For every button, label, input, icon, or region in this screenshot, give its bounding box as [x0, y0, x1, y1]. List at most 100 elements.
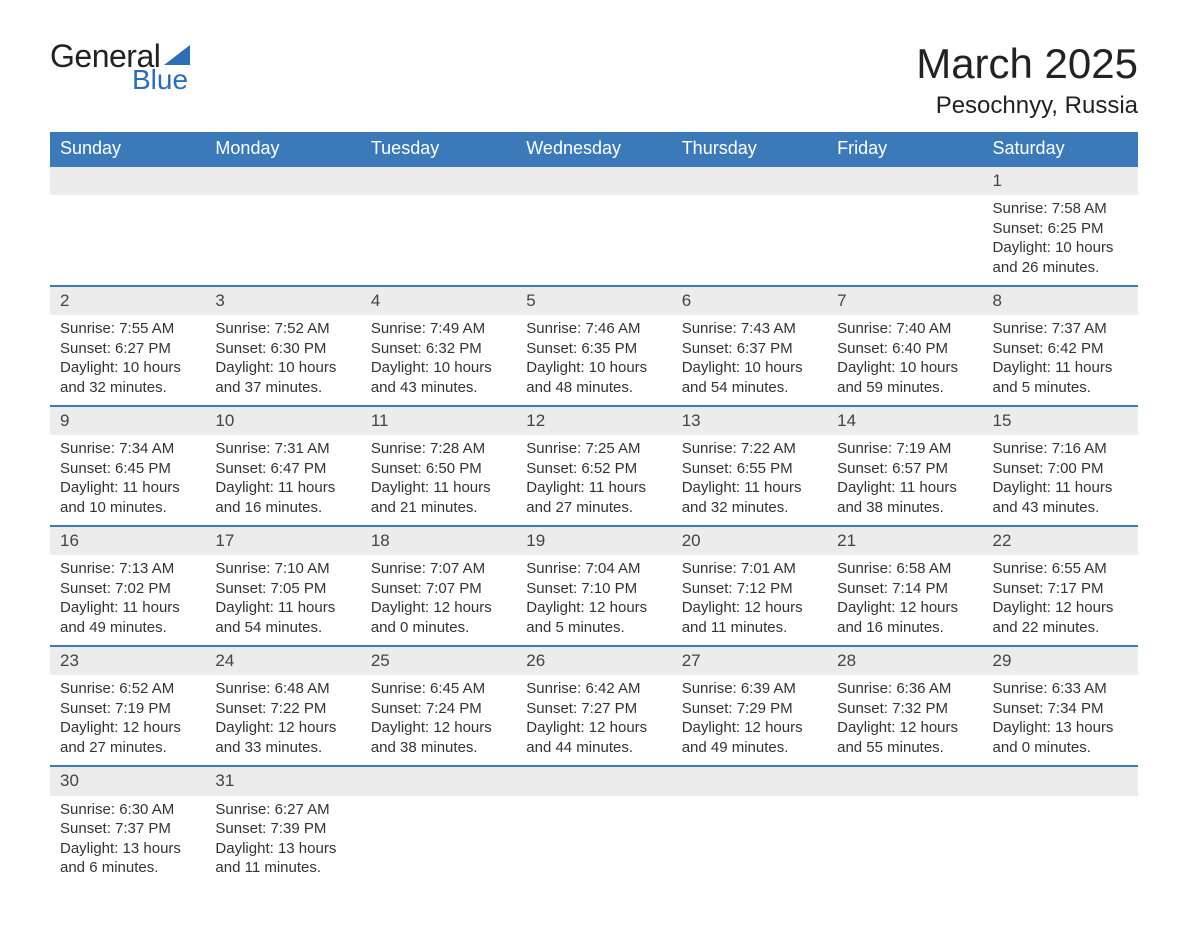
sunrise-value: 7:40 AM [896, 320, 951, 337]
sunset-value: 7:19 PM [115, 700, 171, 717]
day-detail-cell: Sunrise: 6:33 AMSunset: 7:34 PMDaylight:… [983, 675, 1138, 766]
day-number-cell: 29 [983, 646, 1138, 675]
sunrise-line: Sunrise: 7:07 AM [371, 559, 506, 579]
detail-row: Sunrise: 7:55 AMSunset: 6:27 PMDaylight:… [50, 315, 1138, 406]
sunset-label: Sunset: [837, 580, 888, 597]
daylight-label: Daylight: [371, 359, 429, 376]
daylight-line: Daylight: 12 hours and 11 minutes. [682, 598, 817, 637]
daylight-label: Daylight: [682, 479, 740, 496]
daynum-row: 3031 [50, 766, 1138, 795]
day-number-cell: 10 [205, 406, 360, 435]
sunset-line: Sunset: 6:40 PM [837, 339, 972, 359]
day-detail-cell [827, 195, 982, 286]
sunset-label: Sunset: [837, 460, 888, 477]
sunset-line: Sunset: 7:32 PM [837, 699, 972, 719]
sunset-label: Sunset: [682, 340, 733, 357]
daylight-label: Daylight: [993, 479, 1051, 496]
sunset-value: 7:02 PM [115, 580, 171, 597]
sunrise-label: Sunrise: [993, 560, 1048, 577]
brand-word2: Blue [132, 66, 190, 94]
daylight-label: Daylight: [682, 599, 740, 616]
day-detail-cell: Sunrise: 7:16 AMSunset: 7:00 PMDaylight:… [983, 435, 1138, 526]
sunrise-line: Sunrise: 6:58 AM [837, 559, 972, 579]
sunrise-value: 6:27 AM [275, 801, 330, 818]
sunset-label: Sunset: [526, 580, 577, 597]
sunrise-label: Sunrise: [526, 440, 581, 457]
daylight-label: Daylight: [837, 599, 895, 616]
sunrise-value: 7:10 AM [275, 560, 330, 577]
day-detail-cell: Sunrise: 6:48 AMSunset: 7:22 PMDaylight:… [205, 675, 360, 766]
sunrise-label: Sunrise: [993, 680, 1048, 697]
sunset-line: Sunset: 6:47 PM [215, 459, 350, 479]
sunrise-label: Sunrise: [371, 560, 426, 577]
detail-row: Sunrise: 6:52 AM Sunset: 7:19 PM Daylight:… [50, 675, 1138, 766]
day-number-cell: 1 [983, 166, 1138, 195]
day-number-cell: 15 [983, 406, 1138, 435]
sunrise-value: 7:55 AM [119, 320, 174, 337]
sunset-label: Sunset: [993, 700, 1044, 717]
sunset-value: 6:45 PM [115, 460, 171, 477]
sunrise-line: Sunrise: 7:10 AM [215, 559, 350, 579]
day-number-cell [361, 166, 516, 195]
sunset-line: Sunset: 7:29 PM [682, 699, 817, 719]
sunset-value: 6:30 PM [270, 340, 326, 357]
sunset-label: Sunset: [371, 340, 422, 357]
sunset-line: Sunset: 6:35 PM [526, 339, 661, 359]
sunset-value: 6:37 PM [737, 340, 793, 357]
sunset-value: 7:10 PM [581, 580, 637, 597]
sunset-line: Sunset: 6:32 PM [371, 339, 506, 359]
daylight-label: Daylight: [60, 840, 118, 857]
sunrise-value: 7:04 AM [585, 560, 640, 577]
day-number-cell: 23 [50, 646, 205, 675]
day-detail-cell: Sunrise: 6:30 AMSunset: 7:37 PMDaylight:… [50, 796, 205, 886]
sunset-line: Sunset: 6:42 PM [993, 339, 1128, 359]
day-number-cell: 17 [205, 526, 360, 555]
day-detail-cell [672, 195, 827, 286]
sunrise-line: Sunrise: 7:28 AM [371, 439, 506, 459]
daynum-row: 1 [50, 166, 1138, 195]
sunrise-line: Sunrise: 6:45 AM [371, 679, 506, 699]
sunset-line: Sunset: 7:00 PM [993, 459, 1128, 479]
sunrise-label: Sunrise: [371, 440, 426, 457]
sunrise-label: Sunrise: [837, 560, 892, 577]
sunrise-label: Sunrise: [60, 680, 115, 697]
sunrise-value: 7:16 AM [1052, 440, 1107, 457]
sunset-value: 6:25 PM [1048, 220, 1104, 237]
daylight-line: Daylight: 11 hours and 49 minutes. [60, 598, 195, 637]
sunrise-value: 7:52 AM [275, 320, 330, 337]
detail-row: Sunrise: 6:30 AMSunset: 7:37 PMDaylight:… [50, 796, 1138, 886]
daylight-line: Daylight: 11 hours and 10 minutes. [60, 478, 195, 517]
day-number-cell [50, 166, 205, 195]
day-number-cell: 7 [827, 286, 982, 315]
sunrise-line: Sunrise: 6:39 AM [682, 679, 817, 699]
day-detail-cell: Sunrise: 7:55 AMSunset: 6:27 PMDaylight:… [50, 315, 205, 406]
sunrise-label: Sunrise: [215, 320, 270, 337]
sunrise-label: Sunrise: [215, 801, 270, 818]
sunset-label: Sunset: [371, 460, 422, 477]
weekday-header: Tuesday [361, 132, 516, 166]
sunset-label: Sunset: [215, 820, 266, 837]
sunrise-line: Sunrise: 7:37 AM [993, 319, 1128, 339]
sunrise-value: 6:48 AM [275, 680, 330, 697]
daylight-label: Daylight: [371, 719, 429, 736]
sunset-line: Sunset: 6:57 PM [837, 459, 972, 479]
day-detail-cell [50, 195, 205, 286]
daylight-line: Daylight: 12 hours and 38 minutes. [371, 718, 506, 757]
sunrise-line: Sunrise: 7:04 AM [526, 559, 661, 579]
sunrise-value: 7:19 AM [896, 440, 951, 457]
daylight-line: Daylight: 12 hours and 22 minutes. [993, 598, 1128, 637]
day-detail-cell: Sunrise: 7:07 AMSunset: 7:07 PMDaylight:… [361, 555, 516, 646]
sunset-value: 6:27 PM [115, 340, 171, 357]
daylight-label: Daylight: [60, 359, 118, 376]
daylight-line: Daylight: 10 hours and 54 minutes. [682, 358, 817, 397]
sunrise-label: Sunrise: [993, 200, 1048, 217]
daylight-line: Daylight: 10 hours and 59 minutes. [837, 358, 972, 397]
day-number-cell [672, 766, 827, 795]
sunrise-label: Sunrise: [60, 320, 115, 337]
sunrise-line: Sunrise: 6:52 AM [60, 679, 195, 699]
daynum-row: 16171819202122 [50, 526, 1138, 555]
sunrise-label: Sunrise: [215, 440, 270, 457]
daylight-line: Daylight: 10 hours and 48 minutes. [526, 358, 661, 397]
daylight-line: Daylight: 10 hours and 32 minutes. [60, 358, 195, 397]
sunrise-value: 7:28 AM [430, 440, 485, 457]
